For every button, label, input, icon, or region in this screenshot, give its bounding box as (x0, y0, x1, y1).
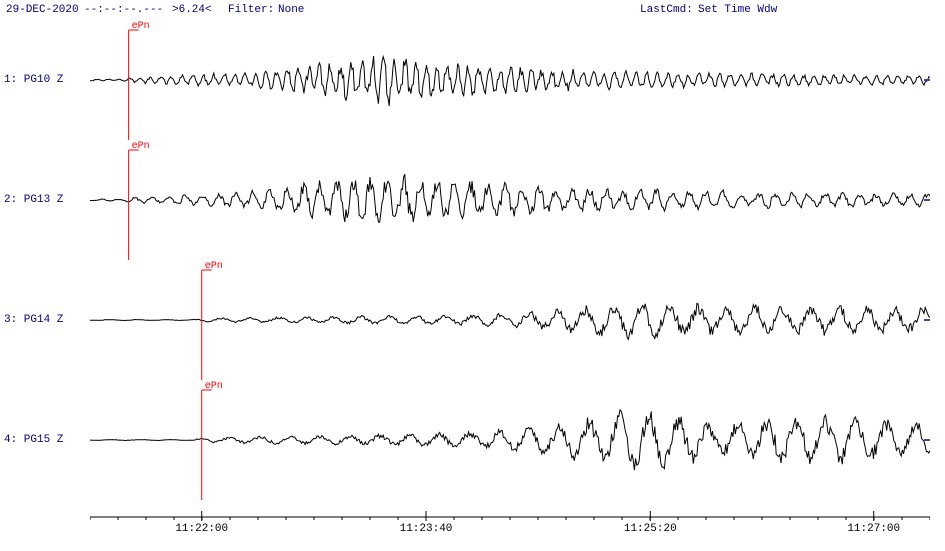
axis-tick-label: 11:23:40 (400, 523, 453, 535)
waveform-path (90, 56, 930, 106)
header-time: --:--:--.--- (84, 4, 163, 16)
lastcmd-value: Set Time Wdw (698, 4, 777, 16)
filter-value: None (278, 4, 304, 16)
phase-marker-label: ePn (205, 261, 223, 272)
waveform-svg: ePn (90, 20, 930, 140)
trace-lane: 4: PG15 Z ePn (0, 380, 945, 500)
header-date: 29-DEC-2020 (6, 4, 79, 16)
phase-marker-label: ePn (132, 141, 150, 152)
trace-label: 1: PG10 Z (4, 74, 63, 86)
axis-tick-label: 11:25:20 (624, 523, 677, 535)
axis-tick-label: 11:22:00 (175, 523, 228, 535)
waveform-svg: ePn (90, 260, 930, 380)
header-bar: 29-DEC-2020 --:--:--.--- >6.24< Filter: … (0, 4, 945, 20)
plot-area[interactable]: 1: PG10 ZePn2: PG13 ZePn3: PG14 ZePn4: P… (0, 20, 945, 520)
waveform-svg: ePn (90, 380, 930, 500)
trace-lane: 3: PG14 Z ePn (0, 260, 945, 380)
waveform-path (90, 174, 930, 222)
trace-label: 2: PG13 Z (4, 194, 63, 206)
waveform-svg: ePn (90, 140, 930, 260)
trace-lane: 2: PG13 Z ePn (0, 140, 945, 260)
phase-marker-label: ePn (205, 381, 223, 392)
trace-label: 3: PG14 Z (4, 314, 63, 326)
trace-lane: 1: PG10 Z ePn (0, 20, 945, 140)
phase-marker-label: ePn (132, 21, 150, 32)
time-axis: 11:22:00 11:23:40 11:25:20 11:27:00 (90, 511, 930, 541)
lastcmd-label: LastCmd: (640, 4, 693, 16)
waveform-path (90, 410, 930, 470)
trace-label: 4: PG15 Z (4, 434, 63, 446)
header-duration: >6.24< (172, 4, 212, 16)
axis-tick-label: 11:27:00 (847, 523, 900, 535)
waveform-path (90, 303, 930, 339)
filter-label: Filter: (228, 4, 274, 16)
